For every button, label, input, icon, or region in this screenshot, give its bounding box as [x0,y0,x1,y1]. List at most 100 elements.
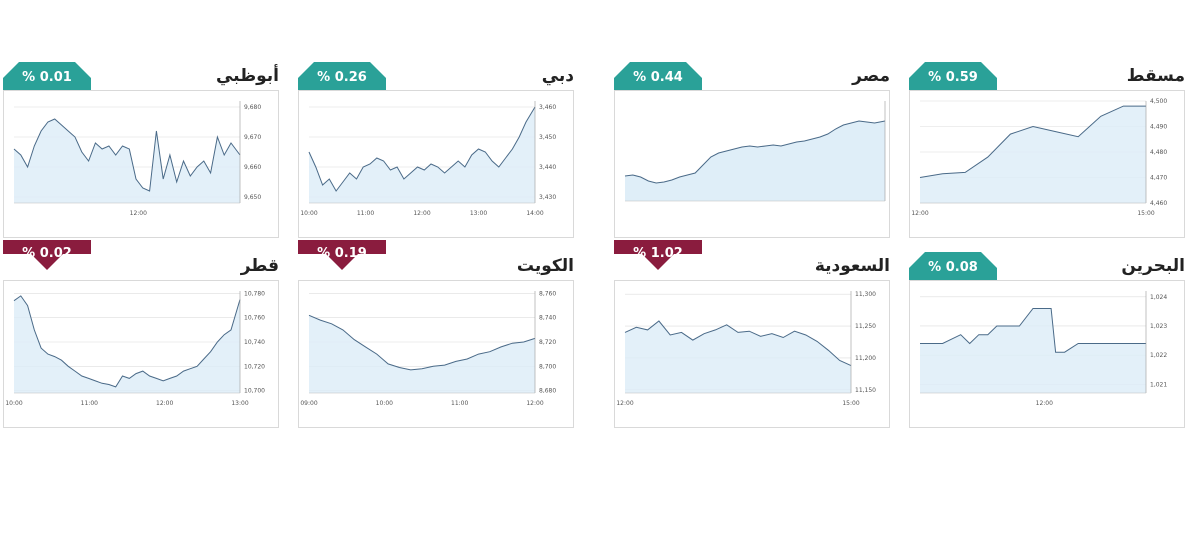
series-line [919,105,1146,178]
chart-box: 8,680 8,700 8,720 8,740 8,760 09:00 10:00 11:00… [298,280,574,428]
series-line [13,295,241,388]
chart-box [614,90,890,238]
change-badge: % 0.08 [909,240,997,280]
badge-shape [3,240,91,270]
y-tick-label: 1,021 [1150,381,1167,388]
y-tick-label: 3,430 [539,194,556,201]
x-tick-label: 14:00 [526,210,543,217]
y-tick-label: 10,700 [244,388,265,395]
x-tick-label: 10:00 [300,210,317,217]
y-tick-label: 11,150 [855,387,876,394]
x-tick-label: 12:00 [911,210,928,217]
badge-shape [614,240,702,270]
change-value: % 0.19 [317,246,367,261]
chart-svg: 11,150 11,200 11,250 11,300 12:00 15:00 [616,291,876,407]
change-value: % 0.44 [633,70,683,85]
x-tick-label: 15:00 [842,400,859,407]
y-tick-label: 9,660 [244,164,261,171]
series-line [308,314,536,371]
chart-svg: 1,021 1,022 1,023 1,024 12:00 [920,291,1167,407]
x-tick-label: 15:00 [1137,210,1154,217]
panel-saudi: % 1.02 السعودية 11,150 11,200 11,250 11,300 12… [614,240,890,428]
chart-svg: 8,680 8,700 8,720 8,740 8,760 09:00 10:00 11:00… [300,290,556,407]
x-tick-label: 13:00 [231,400,248,407]
y-tick-label: 9,680 [244,104,261,111]
market-name: مسقط [1126,66,1185,86]
y-tick-label: 8,720 [539,339,556,346]
y-tick-label: 11,300 [855,291,876,298]
change-badge: % 0.44 [614,50,702,90]
y-tick-label: 9,650 [244,194,261,201]
chart-svg: 9,650 9,660 9,670 9,680 12:00 [13,101,261,217]
change-badge: % 0.59 [909,50,997,90]
series-line [624,120,886,184]
x-tick-label: 13:00 [470,210,487,217]
y-tick-label: 1,023 [1150,323,1167,330]
change-value: % 1.02 [633,246,683,261]
area-fill [309,315,535,393]
area-fill [920,308,1146,393]
chart-svg: 3,430 3,440 3,450 3,460 10:00 11:00 12:00 13:00… [300,101,556,217]
area-fill [920,106,1146,203]
x-tick-label: 12:00 [413,210,430,217]
x-tick-label: 11:00 [81,400,98,407]
chart-box: 9,650 9,660 9,670 9,680 12:00 [3,90,279,238]
x-tick-label: 11:00 [451,400,468,407]
change-badge: % 0.19 [298,240,386,280]
chart-svg: 10,700 10,720 10,740 10,760 10,780 10:00 11:00… [5,290,265,407]
series-line [624,320,852,367]
panel-abudhabi: % 0.01 أبوظبي 9,650 9,660 9,670 9,680 12:00 [3,50,279,238]
badge-shape [298,62,386,90]
panel-kuwait: % 0.19 الكويت 8,680 8,700 8,720 8,740 8,760 09:… [298,240,574,428]
area-fill [625,121,885,201]
area-fill [14,295,240,393]
y-tick-label: 8,700 [539,363,556,370]
chart-box: 4,460 4,470 4,480 4,490 4,500 12:00 15:00 [909,90,1185,238]
y-tick-label: 3,440 [539,164,556,171]
badge-shape [3,62,91,90]
x-tick-label: 10:00 [5,400,22,407]
market-name: الكويت [516,256,574,276]
badge-shape [909,62,997,90]
y-tick-label: 8,680 [539,388,556,395]
y-tick-label: 3,450 [539,134,556,141]
change-badge: % 1.02 [614,240,702,280]
change-badge: % 0.26 [298,50,386,90]
y-tick-label: 4,480 [1150,149,1167,156]
y-tick-label: 3,460 [539,104,556,111]
series-line [308,106,536,192]
chart-box: 10,700 10,720 10,740 10,760 10,780 10:00 11:00… [3,280,279,428]
y-tick-label: 10,760 [244,315,265,322]
y-tick-label: 8,740 [539,315,556,322]
y-tick-label: 10,780 [244,290,265,297]
panel-dubai: % 0.26 دبي 3,430 3,440 3,450 3,460 10:00 11:00 1… [298,50,574,238]
market-name: السعودية [814,256,890,276]
y-tick-label: 4,490 [1150,124,1167,131]
area-fill [625,321,851,393]
y-tick-label: 1,022 [1150,352,1167,359]
y-tick-label: 11,200 [855,355,876,362]
chart-svg: 4,460 4,470 4,480 4,490 4,500 12:00 15:00 [911,98,1167,217]
area-fill [14,119,240,203]
change-badge: % 0.01 [3,50,91,90]
x-tick-label: 10:00 [376,400,393,407]
change-value: % 0.26 [317,70,367,85]
badge-shape [298,240,386,270]
chart-box: 11,150 11,200 11,250 11,300 12:00 15:00 [614,280,890,428]
y-tick-label: 11,250 [855,323,876,330]
market-name: قطر [240,256,279,276]
change-badge: % 0.02 [3,240,91,280]
y-tick-label: 4,500 [1150,98,1167,105]
y-tick-label: 10,720 [244,363,265,370]
market-name: مصر [852,66,890,86]
change-value: % 0.02 [22,246,72,261]
badge-shape [614,62,702,90]
market-name: البحرين [1121,256,1185,276]
y-tick-label: 4,460 [1150,200,1167,207]
series-line [13,118,241,192]
change-value: % 0.59 [928,70,978,85]
chart-svg [624,101,886,202]
change-value: % 0.08 [928,260,978,275]
x-tick-label: 11:00 [357,210,374,217]
y-tick-label: 9,670 [244,134,261,141]
